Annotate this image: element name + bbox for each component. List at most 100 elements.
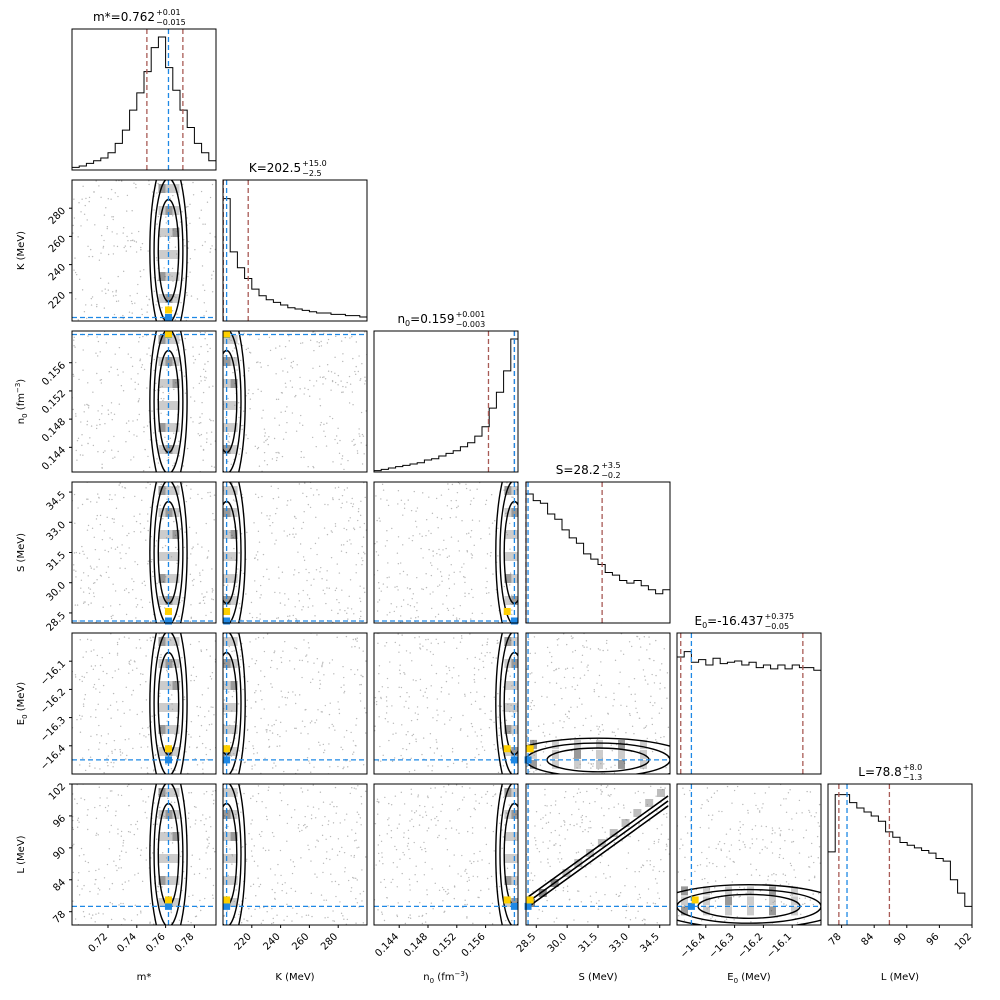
sample-point: [485, 567, 487, 569]
sample-point: [665, 812, 668, 815]
sample-point: [345, 729, 348, 732]
sample-point: [561, 697, 563, 700]
sample-point: [419, 804, 421, 807]
sample-point: [641, 864, 644, 866]
sample-point: [73, 493, 76, 496]
sample-point: [410, 719, 413, 722]
sample-point: [303, 393, 305, 395]
sample-point: [485, 586, 487, 589]
sample-point: [339, 439, 341, 442]
sample-point: [480, 708, 482, 710]
sample-point: [135, 597, 137, 600]
sample-point: [598, 900, 600, 902]
sample-point: [205, 441, 208, 444]
sample-point: [251, 658, 253, 660]
sample-point: [474, 793, 476, 796]
sample-point: [137, 383, 140, 385]
sample-point: [161, 546, 164, 549]
sample-point: [415, 738, 417, 740]
sample-point: [731, 881, 733, 883]
sample-point: [362, 559, 364, 562]
sample-point: [742, 841, 744, 843]
sample-point: [461, 799, 464, 801]
sample-point: [268, 518, 270, 520]
sample-point: [303, 511, 305, 513]
sample-point: [646, 737, 649, 740]
sample-point: [652, 902, 655, 904]
sample-point: [300, 857, 302, 859]
contour-line: [238, 482, 246, 623]
sample-point: [137, 283, 139, 286]
sample-point: [82, 349, 84, 351]
sample-point: [615, 893, 618, 896]
panel-L-vs-n0: [373, 783, 519, 926]
sample-point: [610, 909, 613, 912]
sample-point: [526, 735, 528, 737]
sample-point: [305, 827, 307, 829]
sample-point: [94, 665, 97, 667]
sample-point: [376, 569, 379, 572]
panel-frame: [71, 179, 217, 322]
sample-point: [449, 719, 451, 721]
sample-point: [532, 879, 534, 882]
sample-point: [392, 733, 394, 735]
sample-point: [277, 617, 280, 619]
sample-point: [336, 442, 339, 444]
sample-point: [277, 487, 279, 490]
sample-point: [238, 416, 240, 419]
sample-point: [188, 526, 191, 529]
sample-point: [310, 487, 312, 490]
sample-point: [254, 764, 256, 766]
sample-point: [345, 529, 348, 531]
sample-point: [423, 874, 426, 876]
sample-point: [205, 790, 208, 793]
sample-point: [145, 487, 147, 489]
sample-point: [435, 638, 437, 640]
sample-point: [262, 637, 265, 639]
sample-point: [266, 911, 268, 913]
sample-point: [325, 838, 327, 840]
sample-point: [76, 719, 78, 721]
sample-point: [302, 589, 304, 592]
sample-point: [280, 690, 282, 692]
sample-point: [237, 803, 239, 805]
sample-point: [143, 580, 146, 583]
sample-point: [382, 862, 384, 865]
sample-point: [78, 894, 81, 896]
sample-point: [86, 219, 88, 221]
sample-point: [263, 708, 265, 710]
sample-point: [469, 633, 471, 635]
sample-point: [323, 423, 325, 426]
sample-point: [271, 725, 273, 727]
sample-point: [361, 463, 364, 465]
sample-point: [388, 802, 390, 805]
sample-point: [415, 617, 417, 619]
sample-point: [189, 497, 192, 499]
sample-point: [604, 893, 606, 896]
sample-point: [416, 602, 418, 604]
sample-point: [566, 716, 568, 718]
sample-point: [696, 864, 699, 867]
sample-point: [301, 676, 303, 679]
sample-point: [137, 401, 139, 403]
sample-point: [318, 342, 320, 344]
sample-point: [107, 550, 110, 553]
panel-frame: [373, 783, 519, 926]
sample-point: [179, 369, 181, 372]
sample-point: [299, 694, 301, 696]
sample-point: [269, 868, 272, 870]
sample-point: [453, 637, 455, 639]
sample-point: [212, 512, 214, 515]
sample-point: [356, 811, 359, 813]
sample-point: [277, 451, 279, 454]
sample-point: [578, 697, 581, 700]
sample-point: [579, 791, 581, 794]
sample-point: [261, 417, 263, 419]
sample-point: [330, 873, 332, 875]
sample-point: [485, 843, 488, 846]
sample-point: [481, 644, 484, 646]
contour-line: [153, 482, 184, 623]
sample-point: [307, 914, 310, 916]
sample-point: [75, 415, 77, 417]
sample-point: [575, 801, 577, 803]
